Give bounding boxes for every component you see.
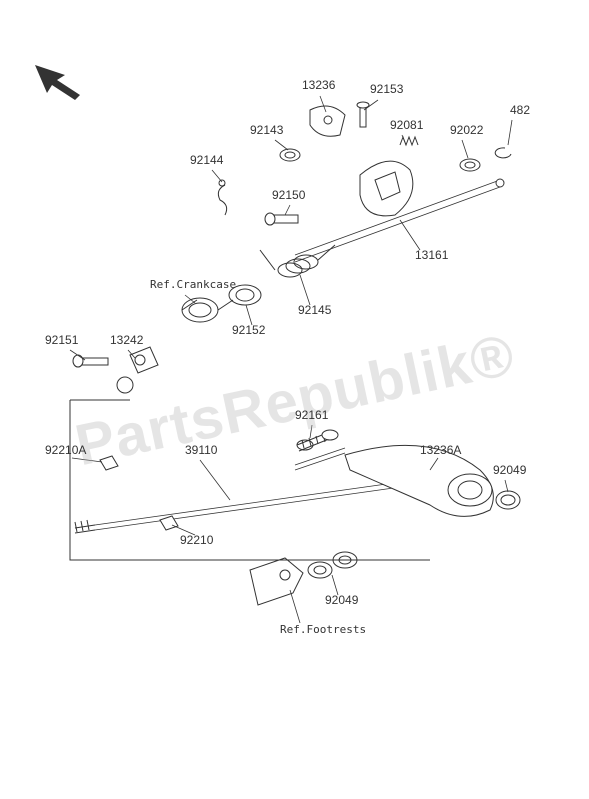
callout-92145: 92145 [298, 303, 331, 317]
callout-13161: 13161 [415, 248, 448, 262]
callout-92153: 92153 [370, 82, 403, 96]
callout-92081: 92081 [390, 118, 423, 132]
callout-92161: 92161 [295, 408, 328, 422]
callout-92049b: 92049 [325, 593, 358, 607]
callout-92210: 92210 [180, 533, 213, 547]
callout-13236A: 13236A [420, 443, 461, 457]
callout-13242: 13242 [110, 333, 143, 347]
parts-drawing [0, 0, 589, 799]
callout-13236: 13236 [302, 78, 335, 92]
callout-92152: 92152 [232, 323, 265, 337]
callout-482: 482 [510, 103, 530, 117]
ref-footrests: Ref.Footrests [280, 623, 366, 636]
callout-92022: 92022 [450, 123, 483, 137]
callout-92144: 92144 [190, 153, 223, 167]
exploded-diagram: PartsRepublik® 13236 92153 92143 92081 9… [0, 0, 589, 799]
ref-crankcase: Ref.Crankcase [150, 278, 236, 291]
callout-92049: 92049 [493, 463, 526, 477]
callout-39110: 39110 [185, 443, 217, 457]
callout-92210A: 92210A [45, 443, 86, 457]
callout-92151: 92151 [45, 333, 78, 347]
callout-92143: 92143 [250, 123, 283, 137]
callout-92150: 92150 [272, 188, 305, 202]
